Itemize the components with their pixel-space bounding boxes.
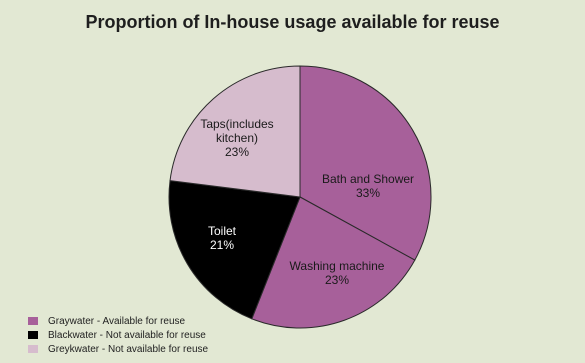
legend-swatch-greykwater [28,345,38,353]
legend-label-greykwater: Greykwater - Not available for reuse [48,343,209,355]
pie-slice-2 [168,180,301,320]
slice-label-1: Washing machine 23% [290,259,385,287]
slice-label-line: 21% [210,238,234,252]
slice-label-line: kitchen) [216,131,258,145]
legend-swatch-blackwater [28,331,38,339]
pie-slice-0 [299,65,432,261]
slice-label-line: 23% [325,273,349,287]
legend-swatch-graywater [28,317,38,325]
slice-label-line: 23% [225,145,249,159]
slice-label-line: Bath and Shower [322,172,414,186]
slice-label-line: Taps(includes [200,117,273,131]
slice-label-2: Toilet 21% [208,224,237,252]
chart-legend: Graywater - Available for reuse Blackwat… [28,314,208,356]
slice-label-line: Toilet [208,224,237,238]
legend-label-graywater: Graywater - Available for reuse [48,315,186,327]
slice-label-line: Washing machine [290,259,385,273]
slice-label-0: Bath and Shower 33% [322,172,414,200]
legend-item-greykwater: Greykwater - Not available for reuse [28,342,208,356]
pie-slice-1 [251,196,416,329]
legend-item-graywater: Graywater - Available for reuse [28,314,208,328]
slice-label-line: 33% [356,186,380,200]
legend-item-blackwater: Blackwater - Not available for reuse [28,328,208,342]
pie-slice-3 [169,65,301,198]
slice-label-3: Taps(includes kitchen) 23% [200,117,273,159]
chart-title: Proportion of In-house usage available f… [85,12,500,32]
legend-label-blackwater: Blackwater - Not available for reuse [48,329,206,341]
